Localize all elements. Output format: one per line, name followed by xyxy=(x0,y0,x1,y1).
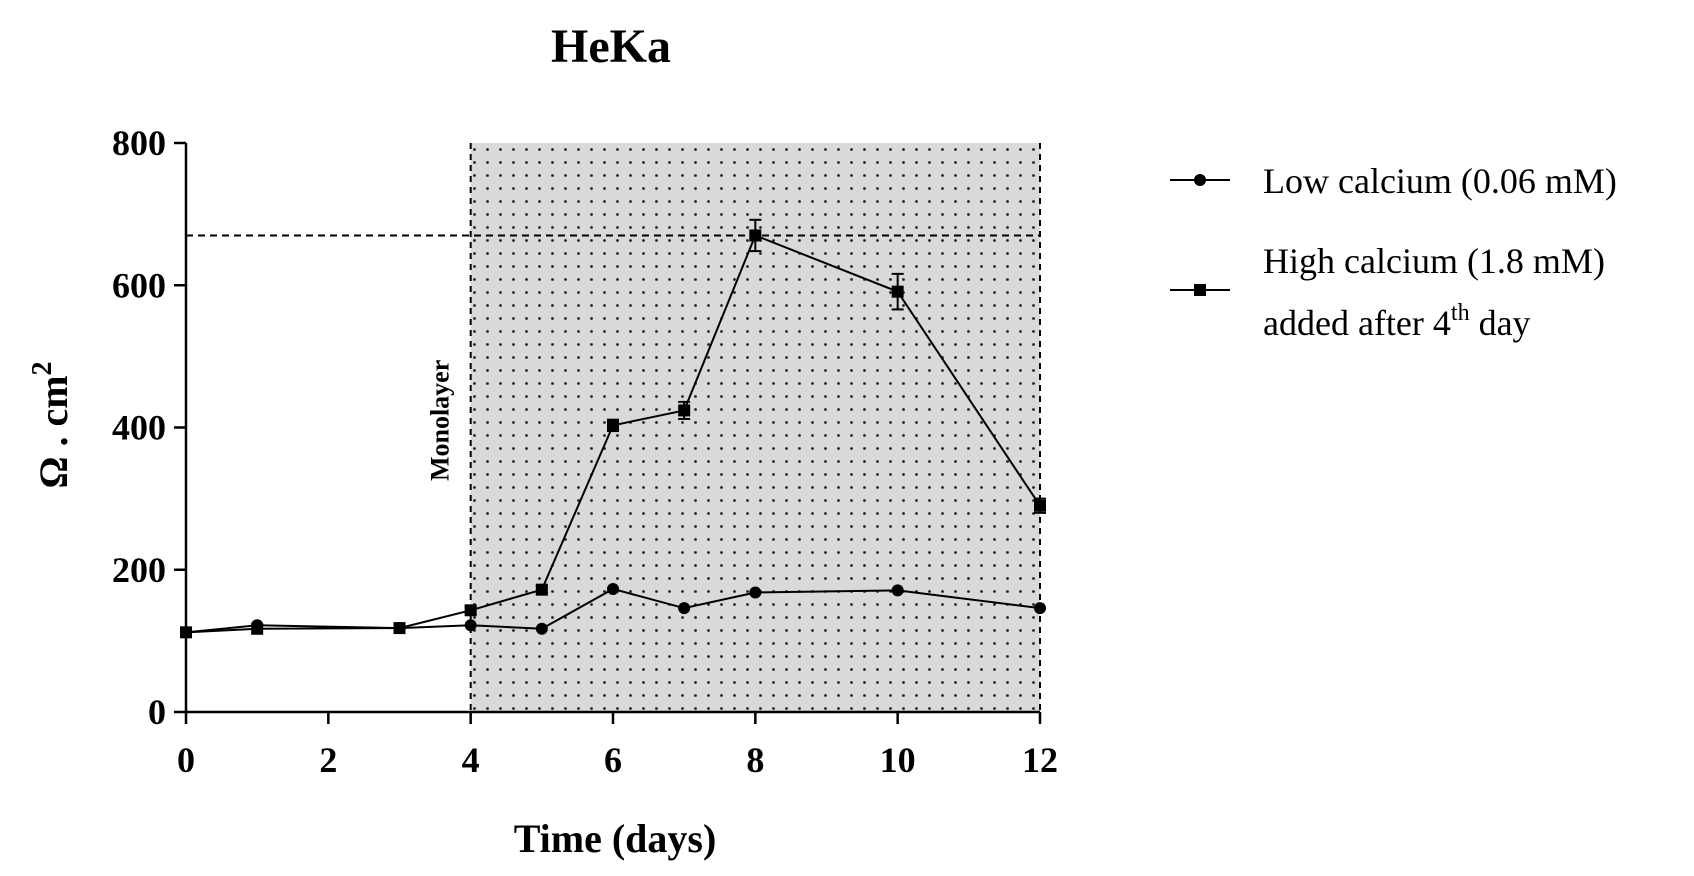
data-point-square xyxy=(180,626,192,639)
data-point-square xyxy=(678,404,691,417)
x-tick-label: 4 xyxy=(462,740,480,780)
data-point-circle xyxy=(678,602,691,615)
x-tick-label: 8 xyxy=(746,740,764,780)
monolayer-label: Monolayer xyxy=(426,360,455,481)
x-axis-title: Time (days) xyxy=(514,816,717,861)
y-tick-label: 0 xyxy=(148,692,166,732)
x-tick-label: 12 xyxy=(1022,740,1058,780)
legend-high-calcium-line2-sup: th xyxy=(1451,300,1470,326)
x-tick-label: 6 xyxy=(604,740,622,780)
data-point-square xyxy=(749,229,762,242)
series-line xyxy=(185,234,1041,634)
data-point-square xyxy=(251,622,264,635)
data-point-circle xyxy=(607,582,619,595)
legend: Low calcium (0.06 mM) High calcium (1.8 … xyxy=(1170,161,1617,343)
x-tick-label: 2 xyxy=(319,740,337,780)
legend-high-calcium-line2-post: day xyxy=(1470,303,1531,343)
data-point-square xyxy=(535,583,548,596)
data-point-square xyxy=(393,622,406,635)
data-point-square xyxy=(891,285,904,298)
data-point-square xyxy=(1034,499,1046,512)
data-point-circle xyxy=(535,622,548,635)
data-point-square xyxy=(607,419,619,432)
data-point-square xyxy=(464,604,477,617)
y-axis-ticks: 0 200 400 600 800 xyxy=(112,123,186,732)
y-tick-label: 400 xyxy=(112,408,166,448)
x-axis-ticks: 0 2 4 6 8 10 12 xyxy=(177,712,1058,780)
series-line xyxy=(185,587,1041,634)
y-axis-title: Ω . cm2 xyxy=(27,361,76,488)
data-point-circle xyxy=(749,586,762,599)
chart-title: HeKa xyxy=(551,20,671,73)
y-axis-title-base: Ω . cm xyxy=(31,375,76,488)
y-tick-label: 800 xyxy=(112,123,166,163)
y-tick-label: 600 xyxy=(112,265,166,305)
series-high-calcium xyxy=(180,218,1046,639)
data-point-circle xyxy=(1034,602,1046,615)
legend-high-calcium-marker xyxy=(1194,284,1206,296)
data-point-circle xyxy=(464,619,477,632)
x-tick-label: 0 xyxy=(177,740,195,780)
y-tick-label: 200 xyxy=(112,550,166,590)
x-tick-label: 10 xyxy=(880,740,916,780)
legend-high-calcium-label-line2: added after 4th day xyxy=(1263,300,1531,343)
legend-low-calcium-marker xyxy=(1194,174,1206,186)
data-point-circle xyxy=(891,584,904,597)
legend-high-calcium-line2-pre: added after 4 xyxy=(1263,303,1451,343)
legend-low-calcium-label: Low calcium (0.06 mM) xyxy=(1263,161,1617,201)
legend-high-calcium-label-line1: High calcium (1.8 mM) xyxy=(1263,241,1605,281)
series-layer xyxy=(180,218,1046,639)
y-axis-title-superscript: 2 xyxy=(27,361,58,375)
